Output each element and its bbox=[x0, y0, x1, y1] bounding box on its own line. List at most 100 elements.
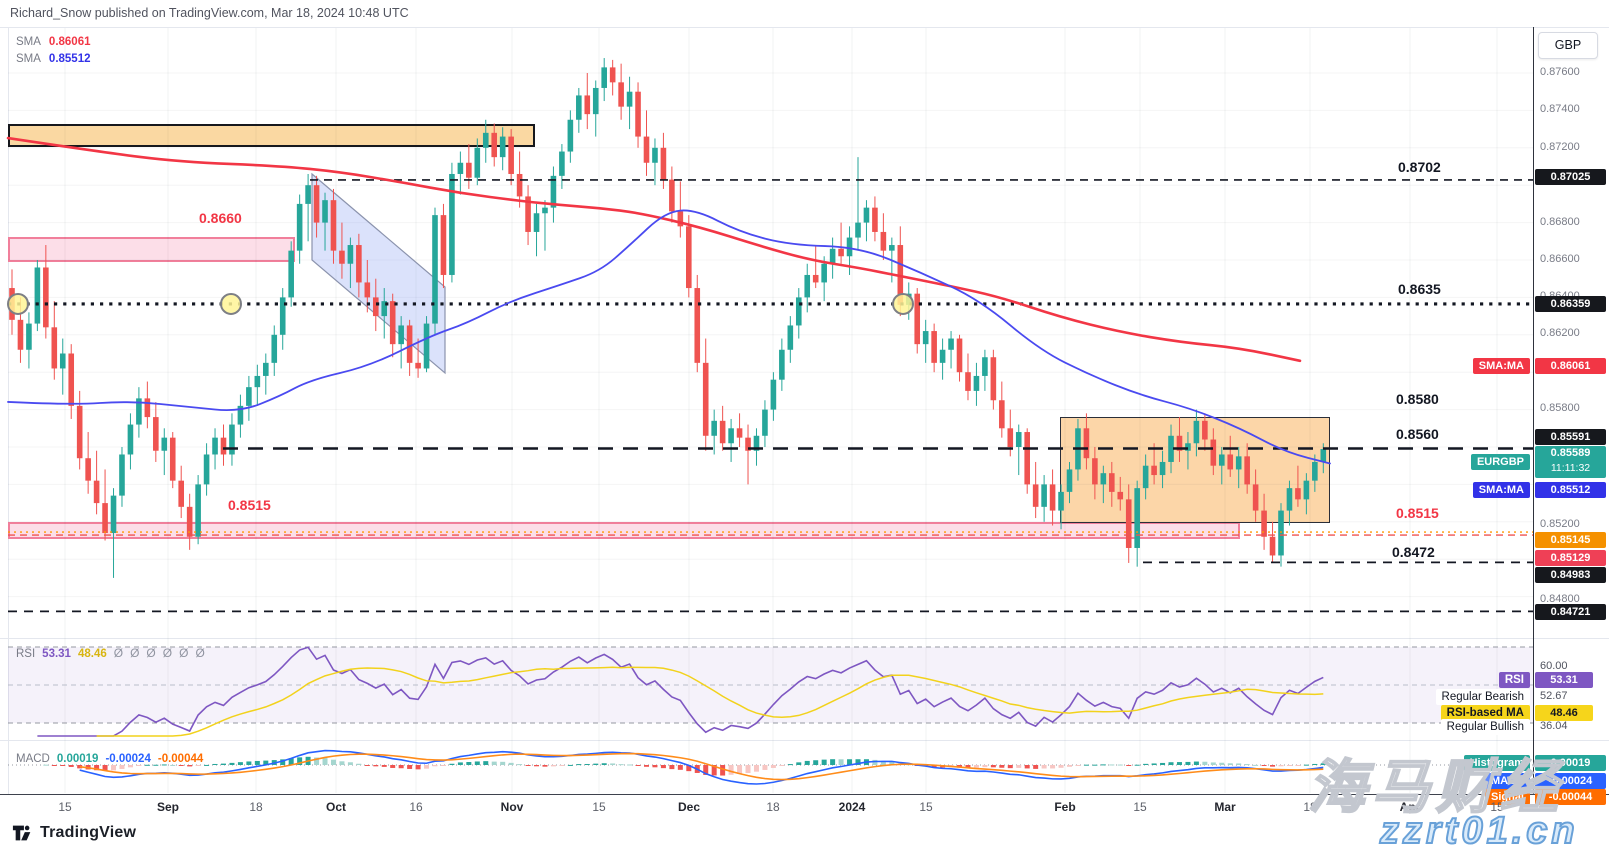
macd-histogram-bar bbox=[1024, 765, 1030, 769]
rsi-chip-rsi[interactable]: RSI bbox=[1498, 672, 1530, 688]
candle-body bbox=[922, 331, 929, 345]
price-axis-badge-0-85129[interactable]: 0.85129 bbox=[1535, 550, 1606, 566]
price-axis-badge-0-86061[interactable]: 0.86061 bbox=[1535, 358, 1606, 374]
macd-histogram-bar bbox=[703, 765, 709, 775]
price-axis-badge-0-85591[interactable]: 0.85591 bbox=[1535, 429, 1606, 445]
chart-plot[interactable] bbox=[0, 0, 1609, 800]
macd-histogram-bar bbox=[508, 762, 514, 765]
price-axis-label: 0.84800 bbox=[1540, 593, 1580, 605]
rsi-chip-regular-bullish[interactable]: Regular Bullish bbox=[1440, 719, 1530, 735]
currency-toggle-button[interactable]: GBP bbox=[1538, 32, 1598, 59]
candle-body bbox=[68, 353, 75, 406]
rsi-chip-regular-bearish[interactable]: Regular Bearish bbox=[1435, 689, 1530, 705]
macd-histogram-bar bbox=[838, 759, 844, 765]
macd-histogram-bar bbox=[990, 765, 996, 768]
axis-chip-smama[interactable]: SMA:MA bbox=[1472, 358, 1530, 374]
candle-body bbox=[432, 215, 438, 324]
axis-chip-smama[interactable]: SMA:MA bbox=[1472, 482, 1530, 498]
macd-histogram-bar bbox=[1134, 764, 1140, 766]
tradingview-brand-text[interactable]: TradingView bbox=[40, 824, 137, 841]
candle-body bbox=[186, 506, 193, 537]
price-axis-label: 0.85200 bbox=[1540, 518, 1580, 530]
macd-histogram-bar bbox=[1075, 765, 1081, 766]
sma-fast-line[interactable] bbox=[7, 209, 1331, 465]
candle-body bbox=[76, 405, 83, 459]
macd-histogram-bar bbox=[1083, 764, 1089, 766]
candle-body bbox=[1083, 428, 1090, 459]
candle-body bbox=[102, 503, 108, 534]
axis-chip-eurgbp[interactable]: EURGBP bbox=[1470, 454, 1530, 470]
rsi-chip-rsi-based-ma[interactable]: RSI-based MA bbox=[1440, 705, 1530, 721]
macd-chip-macd[interactable]: MACD bbox=[1485, 773, 1530, 789]
swing-marker-circle[interactable] bbox=[7, 292, 29, 315]
macd-histogram-bar bbox=[1320, 763, 1326, 765]
time-axis-line bbox=[0, 794, 1609, 795]
macd-chip-histogram[interactable]: Histogram bbox=[1463, 755, 1530, 771]
macd-histogram-bar bbox=[483, 761, 489, 765]
price-axis-badge-0-85145[interactable]: 0.85145 bbox=[1535, 532, 1606, 548]
macd-histogram-bar bbox=[1227, 763, 1233, 765]
sma-legend-row-2[interactable]: SMA 0.85512 bbox=[16, 51, 91, 68]
rsi-empty-slot: Ø bbox=[146, 646, 156, 660]
macd-histogram-bar bbox=[1219, 762, 1225, 765]
candle-body bbox=[1015, 432, 1022, 447]
macd-histogram-bar bbox=[627, 764, 633, 766]
macd-histogram-bar bbox=[339, 761, 345, 765]
candle-body bbox=[271, 334, 278, 363]
tradingview-logo-icon[interactable] bbox=[12, 822, 34, 844]
macd-header[interactable]: MACD 0.00019 -0.00024 -0.00044 bbox=[16, 753, 203, 765]
macd-histogram-bar bbox=[796, 762, 802, 765]
rsi-line[interactable] bbox=[37, 646, 1324, 737]
candle-body bbox=[330, 200, 337, 251]
price-axis-badge-0-84721[interactable]: 0.84721 bbox=[1535, 604, 1606, 620]
macd-histogram-bar bbox=[644, 765, 649, 767]
macd-axis-badge[interactable]: -0.00024 bbox=[1535, 773, 1606, 789]
macd-histogram-bar bbox=[855, 759, 861, 765]
candle-body bbox=[1041, 484, 1047, 507]
candle-body bbox=[85, 458, 91, 481]
rsi-macd-divider bbox=[0, 740, 1609, 741]
swing-marker-circle[interactable] bbox=[220, 292, 242, 315]
price-axis-badge-0-85512[interactable]: 0.85512 bbox=[1535, 482, 1606, 498]
candle-body bbox=[178, 480, 184, 507]
candle-body bbox=[795, 297, 802, 326]
sma-legend[interactable]: SMA 0.86061 SMA 0.85512 bbox=[16, 34, 91, 68]
candle-body bbox=[1032, 484, 1039, 507]
sma-legend-row-1[interactable]: SMA 0.86061 bbox=[16, 34, 91, 51]
macd-histogram-bar bbox=[432, 765, 438, 767]
candle-body bbox=[288, 250, 294, 298]
rsi-axis-badge[interactable]: 53.31 bbox=[1535, 672, 1593, 688]
candle-body bbox=[406, 325, 413, 363]
macd-histogram-bar bbox=[127, 765, 133, 768]
macd-histogram-bar bbox=[51, 765, 57, 766]
candle-body bbox=[26, 323, 32, 350]
macd-histogram-bar bbox=[1176, 762, 1182, 765]
rsi-empty-slot: Ø bbox=[179, 646, 189, 660]
macd-chip-signal[interactable]: Signal bbox=[1484, 789, 1530, 805]
macd-histogram-bar bbox=[1244, 764, 1250, 766]
candle-body bbox=[1210, 439, 1217, 466]
macd-axis-badge[interactable]: 0.00019 bbox=[1535, 755, 1606, 771]
macd-signal-line[interactable] bbox=[79, 752, 1324, 781]
sma-slow-line[interactable] bbox=[6, 136, 1302, 363]
rsi-ma-line[interactable] bbox=[96, 666, 1324, 737]
price-axis-badge-0-84983[interactable]: 0.84983 bbox=[1535, 567, 1606, 583]
rsi-axis-badge[interactable]: 48.46 bbox=[1535, 705, 1593, 721]
price-axis-badge-0-86359[interactable]: 0.86359 bbox=[1535, 296, 1606, 312]
bear-flag-channel[interactable] bbox=[311, 172, 446, 375]
rsi-header[interactable]: RSI 53.31 48.46 Ø Ø Ø Ø Ø Ø bbox=[16, 646, 205, 660]
candle-body bbox=[305, 185, 311, 204]
time-axis-label-18: 18 bbox=[249, 800, 263, 814]
macd-histogram-bar bbox=[398, 765, 404, 769]
macd-histogram-bar bbox=[288, 758, 294, 765]
candle-body bbox=[161, 437, 168, 451]
macd-histogram-bar bbox=[567, 764, 573, 766]
price-axis-badge-0-87025[interactable]: 0.87025 bbox=[1535, 169, 1606, 185]
candle-body bbox=[254, 375, 261, 388]
swing-marker-circle[interactable] bbox=[892, 292, 914, 315]
price-axis-badge-0-85589[interactable]: 0.85589 11:11:32 bbox=[1535, 446, 1606, 478]
macd-axis-badge[interactable]: -0.00044 bbox=[1535, 789, 1606, 805]
